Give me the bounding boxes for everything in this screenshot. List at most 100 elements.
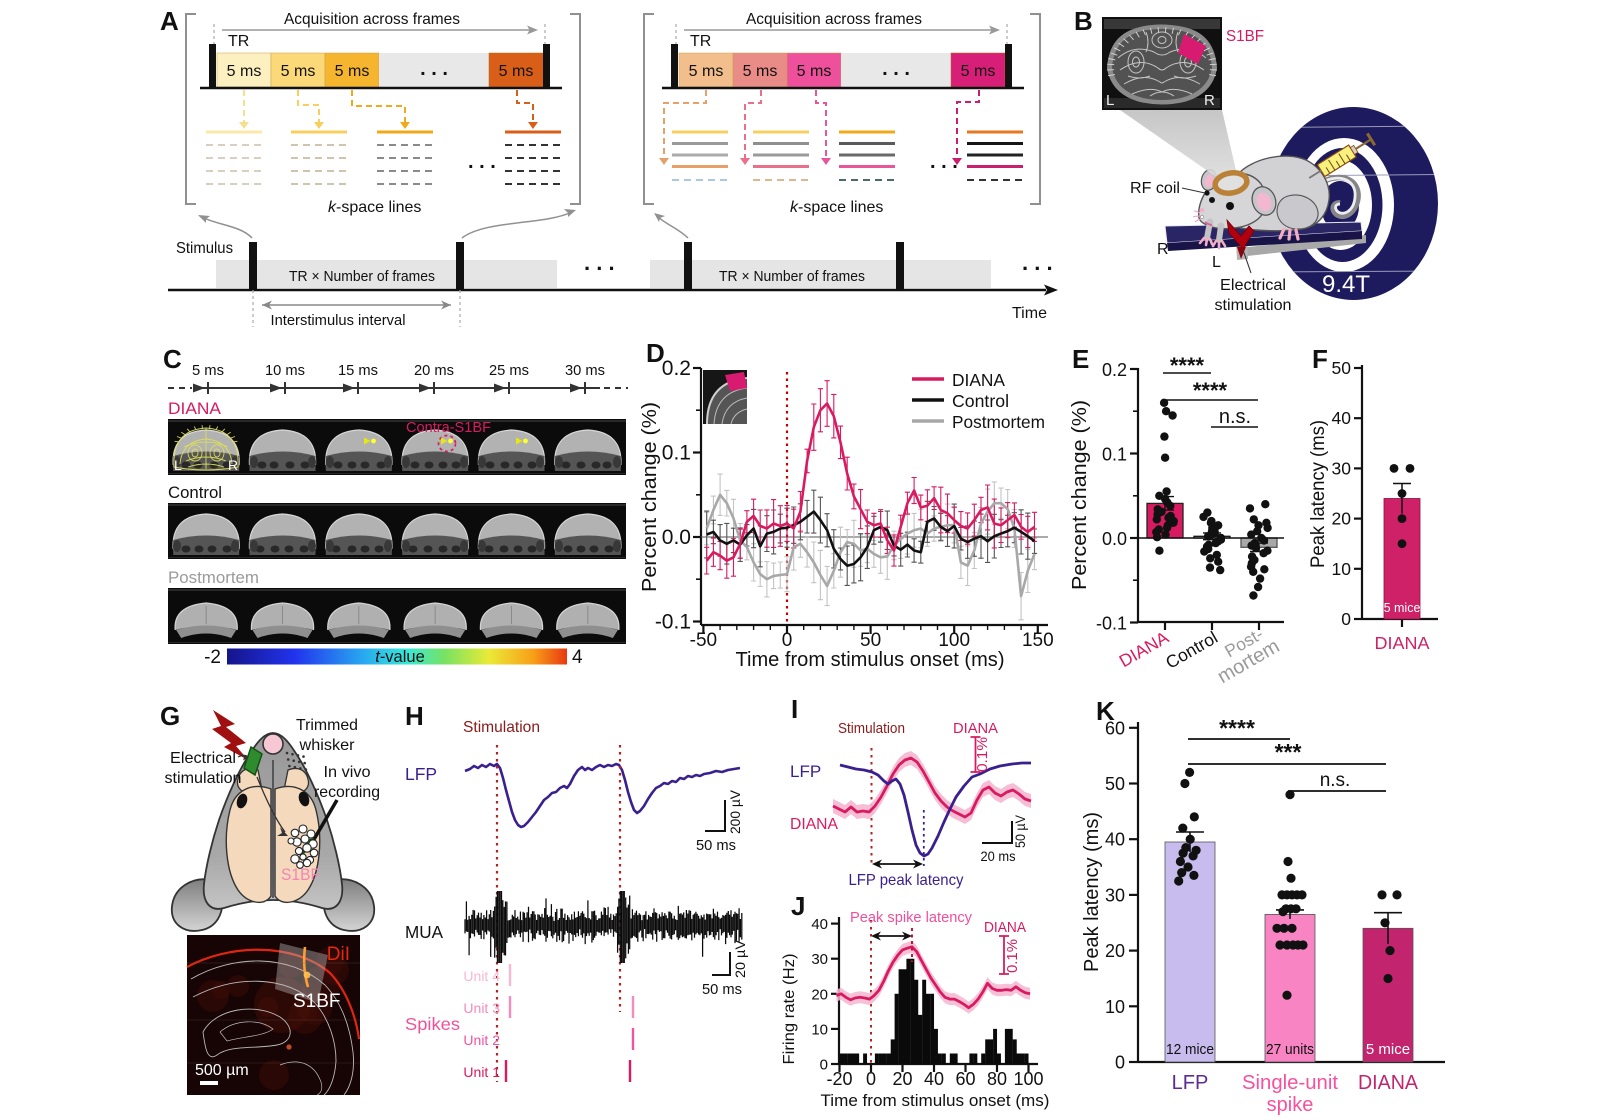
- svg-text:****: ****: [1219, 715, 1255, 741]
- svg-text:0.0: 0.0: [662, 526, 691, 549]
- svg-text:DIANA: DIANA: [952, 370, 1005, 390]
- svg-text:K: K: [1096, 696, 1115, 726]
- svg-text:. . .: . . .: [882, 58, 910, 80]
- svg-text:Time from stimulus onset (ms): Time from stimulus onset (ms): [736, 649, 1005, 671]
- svg-text:27 units: 27 units: [1266, 1041, 1314, 1058]
- svg-text:k-space lines: k-space lines: [790, 199, 883, 216]
- svg-text:20 µV: 20 µV: [732, 939, 748, 978]
- svg-text:LFP peak latency: LFP peak latency: [849, 872, 964, 889]
- svg-text:In vivo: In vivo: [324, 764, 371, 781]
- svg-text:Unit 2: Unit 2: [463, 1032, 500, 1048]
- svg-text:Time from stimulus onset (ms): Time from stimulus onset (ms): [821, 1091, 1050, 1110]
- svg-text:50: 50: [860, 630, 881, 651]
- svg-text:0: 0: [782, 630, 793, 651]
- svg-text:Peak latency (ms): Peak latency (ms): [1308, 420, 1329, 568]
- svg-text:DIANA: DIANA: [953, 720, 998, 737]
- svg-text:recording: recording: [314, 784, 380, 801]
- svg-text:20: 20: [811, 986, 828, 1003]
- svg-text:Stimulus: Stimulus: [176, 240, 233, 257]
- svg-text:5 ms: 5 ms: [689, 63, 724, 80]
- svg-text:-50: -50: [690, 630, 717, 651]
- svg-text:50: 50: [1332, 358, 1352, 378]
- svg-text:-0.1: -0.1: [1096, 614, 1127, 634]
- svg-text:0: 0: [866, 1069, 876, 1089]
- svg-text:F: F: [1312, 344, 1328, 374]
- svg-text:40: 40: [1332, 408, 1352, 428]
- svg-text:Postmortem: Postmortem: [168, 568, 259, 587]
- svg-text:E: E: [1072, 344, 1089, 374]
- svg-text:n.s.: n.s.: [1320, 770, 1351, 791]
- svg-text:G: G: [160, 701, 180, 731]
- svg-text:0.1%: 0.1%: [974, 737, 991, 772]
- svg-text:Firing rate (Hz): Firing rate (Hz): [781, 954, 798, 1065]
- svg-text:Electrical: Electrical: [170, 750, 236, 767]
- svg-text:Acquisition across frames: Acquisition across frames: [746, 11, 922, 28]
- svg-text:Contra-S1BF: Contra-S1BF: [406, 419, 491, 436]
- svg-text:. . .: . . .: [930, 151, 958, 173]
- svg-text:5 ms: 5 ms: [961, 63, 996, 80]
- svg-text:Percent change (%): Percent change (%): [1069, 400, 1091, 590]
- svg-text:25 ms: 25 ms: [489, 362, 529, 379]
- svg-text:MUA: MUA: [405, 922, 443, 942]
- svg-text:9.4T: 9.4T: [1322, 271, 1370, 298]
- svg-text:S1BF: S1BF: [281, 866, 320, 884]
- svg-text:0.1: 0.1: [1102, 445, 1127, 465]
- svg-text:-0.1: -0.1: [655, 611, 691, 634]
- svg-text:50 ms: 50 ms: [702, 981, 742, 998]
- svg-text:30: 30: [1332, 458, 1352, 478]
- svg-text:50 µV: 50 µV: [1012, 814, 1028, 848]
- svg-text:B: B: [1074, 6, 1093, 36]
- svg-text:Control: Control: [168, 483, 222, 502]
- svg-text:LFP: LFP: [790, 762, 821, 781]
- svg-text:Acquisition across frames: Acquisition across frames: [284, 11, 460, 28]
- svg-text:40: 40: [811, 916, 828, 933]
- svg-text:stimulation: stimulation: [165, 770, 242, 787]
- svg-text:Spikes: Spikes: [405, 1014, 460, 1034]
- svg-text:LFP: LFP: [1172, 1072, 1209, 1094]
- svg-text:5 ms: 5 ms: [281, 63, 316, 80]
- svg-text:40: 40: [1105, 830, 1125, 850]
- svg-text:10: 10: [1332, 559, 1352, 579]
- svg-text:20: 20: [1332, 509, 1352, 529]
- svg-text:5 mice: 5 mice: [1366, 1041, 1410, 1058]
- svg-text:5 ms: 5 ms: [797, 63, 832, 80]
- svg-text:I: I: [791, 694, 798, 724]
- svg-text:0.2: 0.2: [662, 357, 691, 380]
- svg-text:50: 50: [1105, 774, 1125, 794]
- svg-text:30 ms: 30 ms: [565, 362, 605, 379]
- svg-text:100: 100: [1013, 1069, 1043, 1089]
- svg-text:n.s.: n.s.: [1219, 406, 1251, 428]
- svg-text:TR × Number of frames: TR × Number of frames: [719, 268, 865, 285]
- svg-text:Electrical: Electrical: [1220, 277, 1286, 294]
- svg-text:4: 4: [572, 647, 583, 668]
- svg-text:spike: spike: [1267, 1094, 1314, 1116]
- svg-text:. . .: . . .: [1022, 250, 1053, 275]
- svg-text:0.1: 0.1: [662, 442, 691, 465]
- svg-text:DIANA: DIANA: [984, 919, 1026, 936]
- svg-text:Single-unit: Single-unit: [1242, 1072, 1338, 1094]
- svg-text:500 µm: 500 µm: [195, 1062, 249, 1079]
- svg-text:-20: -20: [826, 1069, 852, 1089]
- svg-text:Peak latency (ms): Peak latency (ms): [1081, 812, 1103, 972]
- svg-text:30: 30: [811, 951, 828, 968]
- svg-text:t-value: t-value: [375, 648, 425, 666]
- svg-text:TR: TR: [228, 33, 249, 50]
- svg-text:Unit 1: Unit 1: [463, 1064, 500, 1080]
- svg-text:10: 10: [811, 1021, 828, 1038]
- svg-text:. . .: . . .: [468, 151, 496, 173]
- svg-text:R: R: [1204, 92, 1215, 109]
- svg-text:Postmortem: Postmortem: [952, 412, 1045, 432]
- svg-text:Percent change (%): Percent change (%): [639, 402, 661, 592]
- svg-text:40: 40: [924, 1069, 944, 1089]
- svg-text:Control: Control: [952, 391, 1009, 411]
- svg-text:Trimmed: Trimmed: [296, 717, 358, 734]
- svg-text:0: 0: [1341, 609, 1351, 629]
- svg-text:5 ms: 5 ms: [335, 63, 370, 80]
- svg-text:C: C: [163, 344, 182, 374]
- svg-text:-2: -2: [204, 647, 221, 668]
- svg-text:Time: Time: [1012, 305, 1047, 322]
- svg-text:0.2: 0.2: [1102, 360, 1127, 380]
- svg-text:S1BF: S1BF: [293, 991, 341, 1012]
- svg-text:30: 30: [1105, 885, 1125, 905]
- svg-text:5 mice: 5 mice: [1384, 601, 1421, 615]
